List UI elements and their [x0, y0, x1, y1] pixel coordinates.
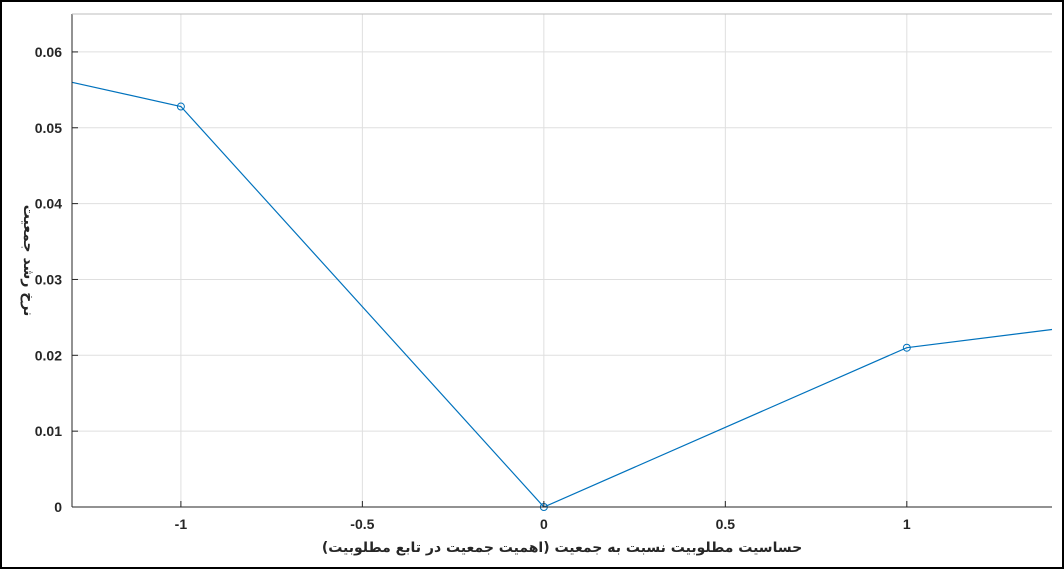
- y-axis-label: نرخ رشد جمعیت: [20, 205, 36, 317]
- y-tick-label-6: 0.06: [35, 44, 62, 60]
- y-tick-label-1: 0.01: [35, 423, 62, 439]
- y-tick-label-0: 0: [54, 499, 62, 515]
- x-tick-label-1: -0.5: [350, 516, 374, 532]
- x-tick-label-4: 1: [903, 516, 911, 532]
- series-line: [71, 81, 1053, 508]
- grid-lines: [72, 14, 1052, 508]
- x-tick-label-3: 0.5: [716, 516, 736, 532]
- x-tick-label-0: -1: [175, 516, 188, 532]
- x-axis-label: حساسیت مطلوبیت نسبت به جمعیت (اهمیت جمعی…: [322, 540, 802, 556]
- y-tick-label-4: 0.04: [35, 196, 62, 212]
- data-point-2: [902, 343, 911, 352]
- axes-box: [71, 13, 1052, 508]
- tick-group: -1 -0.5 0 0.5 1 0 0.01 0.02 0.03 0.04 0.05 0.06: [35, 44, 911, 532]
- y-tick-label-3: 0.03: [35, 271, 62, 287]
- x-tick-label-2: 0: [540, 516, 548, 532]
- series-group: [71, 81, 1053, 511]
- y-tick-label-5: 0.05: [35, 120, 62, 136]
- y-tick-label-2: 0.02: [35, 347, 62, 363]
- data-point-0: [176, 102, 185, 111]
